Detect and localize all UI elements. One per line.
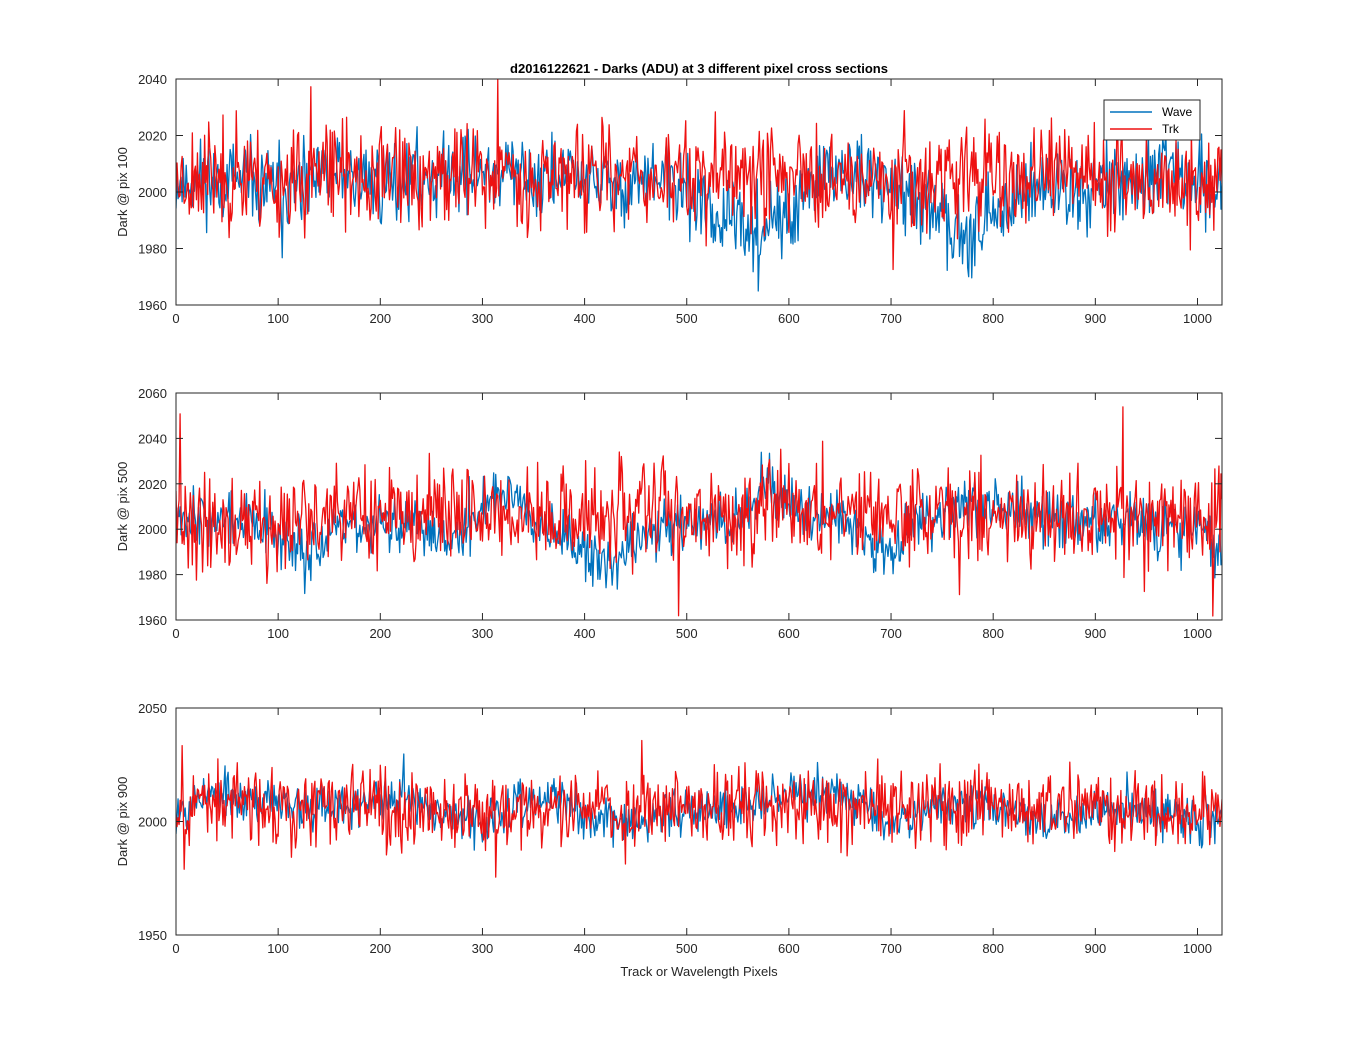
x-tick-label: 500: [676, 941, 698, 956]
x-tick-label: 0: [172, 941, 179, 956]
y-tick-label: 1980: [138, 242, 167, 257]
x-axis-title: Track or Wavelength Pixels: [620, 964, 778, 979]
x-tick-label: 300: [472, 626, 494, 641]
x-tick-label: 200: [369, 311, 391, 326]
x-tick-label: 900: [1084, 311, 1106, 326]
x-tick-label: 400: [574, 941, 596, 956]
y-tick-label: 2050: [138, 701, 167, 716]
y-tick-label: 2040: [138, 72, 167, 87]
x-tick-label: 700: [880, 941, 902, 956]
panel-dark-pix-900: 0 100 200 300 400 500 600 700 800 900 1000 1950 2000…: [115, 701, 1223, 956]
x-tick-label: 100: [267, 941, 289, 956]
x-tick-label: 1000: [1183, 626, 1212, 641]
legend-box: [1103, 99, 1201, 141]
y-axis-title: Dark @ pix 900: [115, 777, 130, 867]
x-tick-label: 0: [172, 626, 179, 641]
x-tick-label: 400: [574, 311, 596, 326]
x-tick-label: 100: [267, 626, 289, 641]
y-tick-label: 2000: [138, 185, 167, 200]
y-tick-label: 2020: [138, 477, 167, 492]
series-group: [176, 79, 1222, 292]
y-axis-title: Dark @ pix 100: [115, 147, 130, 237]
series-group: [176, 406, 1222, 617]
legend-label-wave: Wave: [1162, 105, 1193, 119]
x-tick-label: 600: [778, 626, 800, 641]
x-tick-label: 500: [676, 626, 698, 641]
legend: Wave Trk: [1103, 99, 1201, 141]
y-tick-label: 1960: [138, 298, 167, 313]
y-tick-label: 2040: [138, 431, 167, 446]
series-line-trk: [176, 79, 1222, 271]
figure-title: d2016122621 - Darks (ADU) at 3 different…: [510, 61, 888, 76]
y-tick-label: 1960: [138, 613, 167, 628]
y-tick-label: 1950: [138, 928, 167, 943]
axes-box: [175, 392, 1223, 621]
x-tick-label: 800: [982, 941, 1004, 956]
y-tick-label: 2000: [138, 815, 167, 830]
x-tick-label: 500: [676, 311, 698, 326]
y-axis-title: Dark @ pix 500: [115, 462, 130, 552]
y-tick-label: 2060: [138, 386, 167, 401]
panel-dark-pix-500: 0 100 200 300 400 500 600 700 800 900 1000 1960 1980…: [115, 386, 1223, 641]
y-tick-label: 2000: [138, 522, 167, 537]
panel-dark-pix-100: 0 100 200 300 400 500 600 700 800 900 1000 1960 1980…: [115, 72, 1223, 326]
x-tick-label: 700: [880, 626, 902, 641]
x-tick-label: 800: [982, 626, 1004, 641]
legend-label-trk: Trk: [1162, 122, 1180, 136]
x-tick-label: 600: [778, 311, 800, 326]
x-tick-label: 1000: [1183, 311, 1212, 326]
series-line-trk: [176, 739, 1222, 878]
series-line-trk: [176, 406, 1222, 617]
series-group: [176, 739, 1222, 878]
y-tick-label: 2020: [138, 129, 167, 144]
x-tick-label: 300: [472, 941, 494, 956]
x-tick-label: 200: [369, 941, 391, 956]
x-tick-label: 200: [369, 626, 391, 641]
x-tick-label: 400: [574, 626, 596, 641]
x-tick-label: 300: [472, 311, 494, 326]
x-tick-label: 600: [778, 941, 800, 956]
y-tick-label: 1980: [138, 568, 167, 583]
x-tick-label: 100: [267, 311, 289, 326]
x-tick-label: 1000: [1183, 941, 1212, 956]
x-tick-label: 900: [1084, 941, 1106, 956]
x-tick-label: 700: [880, 311, 902, 326]
x-tick-label: 800: [982, 311, 1004, 326]
x-tick-label: 900: [1084, 626, 1106, 641]
x-tick-label: 0: [172, 311, 179, 326]
